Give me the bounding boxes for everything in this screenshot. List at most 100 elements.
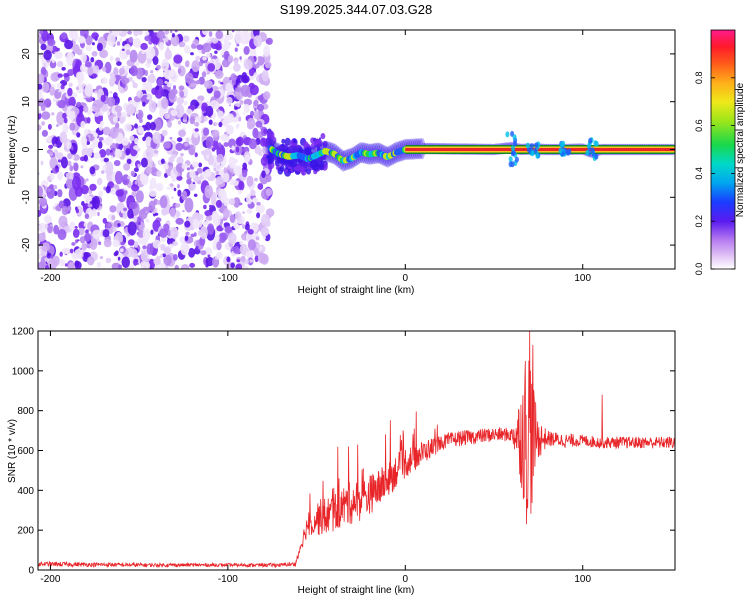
spectrogram-noise-blob xyxy=(58,200,65,209)
spectrogram-noise-blob xyxy=(48,144,54,149)
spectrogram-noise-blob xyxy=(148,189,158,197)
spectrogram-noise-blob xyxy=(170,109,178,117)
spectrogram-noise-blob xyxy=(208,119,213,125)
spectrogram-noise-blob xyxy=(163,65,166,69)
spectrogram-noise-blob xyxy=(133,167,139,172)
spectrogram-noise-blob xyxy=(38,124,42,131)
spectrogram-noise-blob xyxy=(207,254,211,258)
spectrogram-noise-blob xyxy=(92,99,101,113)
spectrogram-noise-blob xyxy=(71,242,76,246)
spectrogram-noise-blob xyxy=(38,34,41,39)
spectrogram-noise-blob xyxy=(184,235,189,242)
spectrogram-noise-blob xyxy=(163,141,171,149)
spectrogram-transition-blob xyxy=(284,137,291,146)
spectrogram-noise-blob xyxy=(87,203,93,208)
spectrogram-noise-blob xyxy=(152,163,156,168)
spectrogram-noise-blob xyxy=(88,189,93,194)
spectrogram-noise-blob xyxy=(242,211,245,214)
spectrogram-noise-blob xyxy=(124,190,128,195)
spectrogram-noise-blob xyxy=(255,120,263,128)
spectrogram-noise-blob xyxy=(133,215,138,223)
spectrogram-noise-blob xyxy=(116,41,121,46)
spectrogram-noise-blob xyxy=(191,60,200,73)
spectrogram-noise-blob xyxy=(93,65,100,73)
spectrogram-noise-blob xyxy=(101,77,108,85)
spectrogram-noise-blob xyxy=(138,30,143,36)
spectrogram-noise-blob xyxy=(228,198,236,206)
spectrogram-noise-blob xyxy=(74,260,80,268)
spectrogram-noise-blob xyxy=(156,30,165,39)
spectrogram-noise-blob xyxy=(217,110,224,120)
carrier-disturbance-blob xyxy=(512,134,517,141)
spectrogram-noise-blob xyxy=(147,114,153,120)
spectrogram-noise-blob xyxy=(188,85,191,88)
spectrogram-noise-blob xyxy=(184,220,191,228)
spectrogram-noise-blob xyxy=(128,36,134,43)
spectrogram-noise-blob xyxy=(220,134,230,142)
spectrogram-noise-blob xyxy=(219,169,225,176)
spectrogram-noise-blob xyxy=(166,169,172,177)
spectrogram-noise-blob xyxy=(38,209,42,217)
spectrogram-noise-blob xyxy=(255,203,265,214)
spectrogram-transition-blob xyxy=(322,140,328,148)
spectrogram-noise-blob xyxy=(66,51,75,66)
spectrogram-noise-blob xyxy=(137,126,144,134)
spectrogram-noise-blob xyxy=(122,82,126,89)
carrier-disturbance-blob xyxy=(594,153,599,160)
spectrogram-noise-blob xyxy=(104,161,114,176)
spectrogram-noise-blob xyxy=(142,206,150,215)
spectrogram-noise-blob xyxy=(164,30,170,35)
spectrogram-noise-blob xyxy=(133,241,139,248)
spectrogram-noise-blob xyxy=(71,156,75,159)
spectrogram-noise-blob xyxy=(100,94,106,103)
spectrogram-noise-blob xyxy=(80,52,87,63)
carrier-disturbance-blob xyxy=(508,161,513,168)
spectrogram-noise-blob xyxy=(235,146,240,153)
spectrogram-transition-blob xyxy=(292,138,297,144)
snr-x-tick-label: -100 xyxy=(218,574,238,585)
spectrogram-noise-blob xyxy=(175,203,181,208)
spectrogram-noise-blob xyxy=(60,84,65,90)
spectrogram-noise-blob xyxy=(246,208,253,214)
spectrogram-noise-blob xyxy=(208,31,213,37)
spectrogram-noise-blob xyxy=(72,175,81,191)
spectrogram-noise-blob xyxy=(145,85,149,92)
spectrogram-noise-blob xyxy=(115,103,119,106)
spectrogram-noise-blob xyxy=(115,189,124,197)
spectrogram-noise-blob xyxy=(92,229,102,239)
spectrogram-y-tick-label: 20 xyxy=(21,48,32,60)
spectrogram-noise-blob xyxy=(85,178,89,182)
spectrogram-noise-blob xyxy=(62,123,69,134)
spectrogram-noise-blob xyxy=(264,61,272,69)
spectrogram-noise-blob xyxy=(162,253,166,257)
spectrogram-noise-blob xyxy=(180,264,190,269)
spectrogram-noise-blob xyxy=(150,229,154,235)
spectrogram-noise-blob xyxy=(123,207,128,212)
spectrogram-noise-blob xyxy=(102,164,107,171)
spectrogram-noise-blob xyxy=(51,112,55,116)
spectrogram-noise-blob xyxy=(125,148,131,156)
spectrogram-noise-blob xyxy=(127,233,131,237)
spectrogram-noise-blob xyxy=(43,49,52,61)
spectrogram-noise-blob xyxy=(163,163,169,170)
spectrogram-noise-blob xyxy=(58,215,68,228)
spectrogram-transition-blob xyxy=(285,147,289,151)
spectrogram-transition-blob xyxy=(301,163,307,171)
spectrogram-noise-blob xyxy=(73,162,79,172)
carrier-disturbance-blob xyxy=(511,145,515,152)
spectrogram-noise-blob xyxy=(258,252,267,264)
spectrogram-noise-blob xyxy=(243,98,253,106)
spectrogram-noise-blob xyxy=(207,63,216,72)
colorbar-label: Normalized spectral amplitude xyxy=(735,82,746,217)
spectrogram-noise-blob xyxy=(180,153,184,157)
spectrogram-transition-blob xyxy=(281,138,286,144)
spectrogram-noise-blob xyxy=(114,170,123,185)
spectrogram-noise-blob xyxy=(146,46,156,60)
spectrogram-x-ticks: -200 -100 0 100 xyxy=(40,30,592,284)
spectrogram-noise-blob xyxy=(160,158,165,165)
spectrogram-noise-blob xyxy=(101,139,105,144)
spectrogram-transition-blob xyxy=(288,160,293,166)
spectrogram-noise-blob xyxy=(244,35,250,45)
spectrogram-noise-blob xyxy=(140,250,149,262)
spectrogram-noise-blob xyxy=(189,262,196,268)
